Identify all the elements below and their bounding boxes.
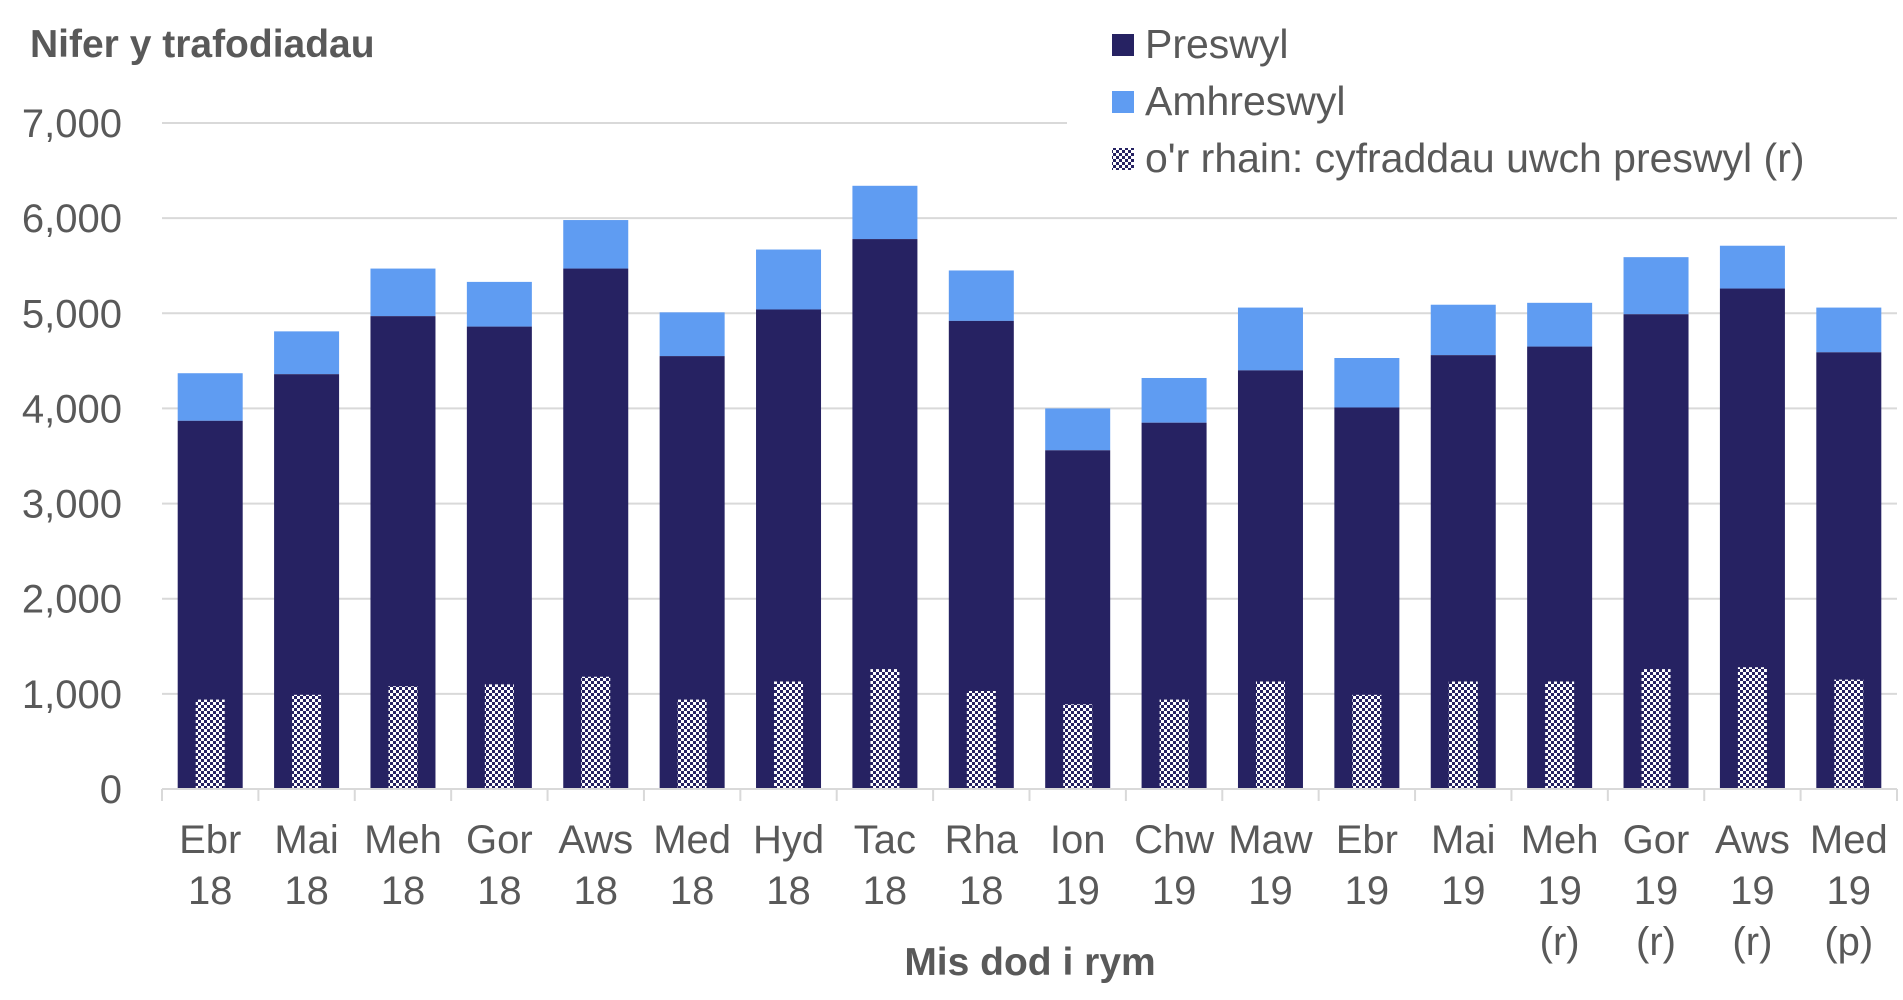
x-tick-label: 18 bbox=[670, 869, 715, 913]
x-tick-label: (p) bbox=[1824, 920, 1873, 964]
bar-amhreswyl bbox=[177, 373, 243, 421]
bar-cyfraddau-uwch bbox=[774, 681, 804, 789]
x-tick-label: Hyd bbox=[753, 818, 824, 862]
x-tick-label: Mai bbox=[1431, 818, 1495, 862]
x-tick-label: 18 bbox=[959, 869, 1004, 913]
bar-cyfraddau-uwch bbox=[292, 694, 322, 789]
x-tick-label: Chw bbox=[1134, 818, 1214, 862]
bar-amhreswyl bbox=[1430, 304, 1496, 356]
x-tick-label: Aws bbox=[558, 818, 633, 862]
x-tick-label: Mai bbox=[274, 818, 338, 862]
x-tick-label: 19 bbox=[1152, 869, 1197, 913]
bar-cyfraddau-uwch bbox=[677, 699, 707, 789]
x-tick-label: 19 bbox=[1345, 869, 1390, 913]
x-tick-label: Aws bbox=[1715, 818, 1790, 862]
y-tick-label: 4,000 bbox=[22, 387, 122, 431]
bar-amhreswyl bbox=[1719, 245, 1785, 289]
x-tick-label: 19 bbox=[1634, 869, 1679, 913]
bar-cyfraddau-uwch bbox=[388, 686, 418, 789]
y-tick-label: 1,000 bbox=[22, 673, 122, 717]
bar-cyfraddau-uwch bbox=[1448, 681, 1478, 789]
bar-cyfraddau-uwch bbox=[1641, 669, 1671, 789]
bar-amhreswyl bbox=[1237, 307, 1303, 371]
x-tick-label: Tac bbox=[854, 818, 916, 862]
x-tick-label: Meh bbox=[1521, 818, 1599, 862]
legend-swatch bbox=[1112, 34, 1134, 56]
legend-swatch bbox=[1112, 91, 1134, 113]
x-tick-label: 19 bbox=[1827, 869, 1872, 913]
x-tick-label: Med bbox=[653, 818, 731, 862]
y-tick-label: 0 bbox=[100, 768, 122, 812]
y-tick-label: 5,000 bbox=[22, 292, 122, 336]
x-tick-label: Ion bbox=[1050, 818, 1106, 862]
y-tick-label: 6,000 bbox=[22, 197, 122, 241]
x-tick-label: 18 bbox=[574, 869, 619, 913]
bar-amhreswyl bbox=[659, 312, 725, 357]
bar-amhreswyl bbox=[1045, 408, 1111, 451]
x-tick-label: 18 bbox=[188, 869, 233, 913]
x-tick-label: 19 bbox=[1055, 869, 1100, 913]
legend: Preswyl Amhreswyl o'r rhain: cyfraddau uwc… bbox=[1067, 18, 1903, 193]
bar-cyfraddau-uwch bbox=[195, 699, 225, 789]
x-tick-label: Gor bbox=[1623, 818, 1690, 862]
bar-cyfraddau-uwch bbox=[484, 684, 514, 789]
bar-cyfraddau-uwch bbox=[870, 669, 900, 789]
x-tick-label: 18 bbox=[381, 869, 426, 913]
bar-cyfraddau-uwch bbox=[1834, 679, 1864, 789]
x-tick-label: Med bbox=[1810, 818, 1888, 862]
axes: 0 1,000 2,000 3,000 4,000 5,000 6,000 7,000 Ebr 1… bbox=[22, 102, 1898, 964]
bar-amhreswyl bbox=[852, 185, 918, 240]
x-tick-label: Meh bbox=[364, 818, 442, 862]
bar-cyfraddau-uwch bbox=[581, 676, 611, 789]
bar-cyfraddau-uwch bbox=[1737, 667, 1767, 789]
x-tick-label: Ebr bbox=[179, 818, 241, 862]
x-tick-label: 18 bbox=[766, 869, 811, 913]
x-tick-label: Gor bbox=[466, 818, 533, 862]
x-axis-title: Mis dod i rym bbox=[904, 941, 1155, 984]
bar-amhreswyl bbox=[1527, 302, 1593, 347]
gridlines bbox=[162, 122, 1897, 695]
legend-label: Preswyl bbox=[1145, 21, 1289, 67]
bar-amhreswyl bbox=[563, 220, 629, 269]
legend-background bbox=[1067, 18, 1903, 193]
bar-amhreswyl bbox=[1334, 358, 1400, 408]
bar-amhreswyl bbox=[1816, 307, 1882, 353]
x-tick-label: 19 bbox=[1441, 869, 1486, 913]
x-tick-label: 19 bbox=[1248, 869, 1293, 913]
bar-amhreswyl bbox=[756, 249, 822, 310]
x-tick-label: 18 bbox=[863, 869, 908, 913]
bar-amhreswyl bbox=[1141, 377, 1207, 423]
x-tick-label: (r) bbox=[1540, 920, 1580, 964]
x-tick-label: Ebr bbox=[1336, 818, 1398, 862]
bar-cyfraddau-uwch bbox=[1159, 699, 1189, 789]
x-tick-label: Maw bbox=[1228, 818, 1313, 862]
y-tick-label: 7,000 bbox=[22, 102, 122, 146]
x-tick-label: 18 bbox=[477, 869, 522, 913]
bar-amhreswyl bbox=[1623, 257, 1689, 315]
y-tick-label: 3,000 bbox=[22, 483, 122, 527]
x-tick-label: (r) bbox=[1636, 920, 1676, 964]
legend-swatch bbox=[1112, 148, 1134, 170]
bar-cyfraddau-uwch bbox=[1545, 681, 1575, 789]
y-tick-label: 2,000 bbox=[22, 578, 122, 622]
bar-cyfraddau-uwch bbox=[1063, 704, 1093, 789]
y-axis-title: Nifer y trafodiadau bbox=[30, 23, 375, 66]
legend-label: Amhreswyl bbox=[1145, 78, 1345, 124]
bar-cyfraddau-uwch bbox=[1255, 681, 1285, 789]
x-tick-label: (r) bbox=[1732, 920, 1772, 964]
bar-amhreswyl bbox=[948, 270, 1014, 321]
bar-amhreswyl bbox=[370, 268, 436, 317]
x-tick-label: 19 bbox=[1730, 869, 1775, 913]
legend-label: o'r rhain: cyfraddau uwch preswyl (r) bbox=[1145, 135, 1805, 181]
bar-amhreswyl bbox=[466, 281, 532, 327]
x-tick-label: 18 bbox=[284, 869, 329, 913]
bar-cyfraddau-uwch bbox=[1352, 694, 1382, 789]
x-tick-label: 19 bbox=[1537, 869, 1582, 913]
bar-amhreswyl bbox=[274, 331, 340, 375]
bar-cyfraddau-uwch bbox=[966, 691, 996, 789]
bars bbox=[177, 185, 1882, 789]
x-tick-label: Rha bbox=[945, 818, 1019, 862]
